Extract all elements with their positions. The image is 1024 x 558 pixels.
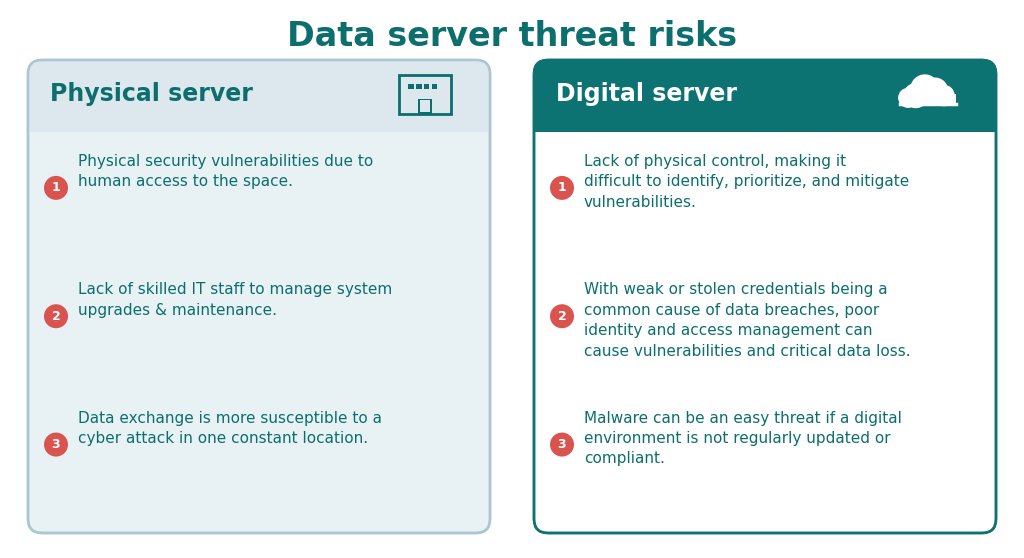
Text: 1: 1 xyxy=(51,181,60,194)
Text: Physical server: Physical server xyxy=(50,82,253,106)
Text: 2: 2 xyxy=(558,310,566,323)
Circle shape xyxy=(550,432,574,456)
Circle shape xyxy=(550,304,574,328)
Text: Physical security vulnerabilities due to
human access to the space.: Physical security vulnerabilities due to… xyxy=(78,154,374,189)
Text: Lack of skilled IT staff to manage system
upgrades & maintenance.: Lack of skilled IT staff to manage syste… xyxy=(78,282,392,318)
Circle shape xyxy=(935,86,953,104)
Text: 3: 3 xyxy=(51,438,60,451)
Text: Digital server: Digital server xyxy=(556,82,737,106)
Text: Data server threat risks: Data server threat risks xyxy=(287,20,737,53)
Bar xyxy=(418,99,432,113)
FancyBboxPatch shape xyxy=(28,60,490,533)
Bar xyxy=(424,84,429,89)
Circle shape xyxy=(550,176,574,200)
Text: 2: 2 xyxy=(51,310,60,323)
Circle shape xyxy=(905,85,927,107)
Bar xyxy=(900,94,956,104)
FancyBboxPatch shape xyxy=(534,60,996,132)
Text: Lack of physical control, making it
difficult to identify, prioritize, and mitig: Lack of physical control, making it diff… xyxy=(584,154,909,210)
Text: Malware can be an easy threat if a digital
environment is not regularly updated : Malware can be an easy threat if a digit… xyxy=(584,411,902,466)
Bar xyxy=(431,84,437,89)
Bar xyxy=(416,84,422,89)
Text: 3: 3 xyxy=(558,438,566,451)
Bar xyxy=(399,75,451,113)
Bar xyxy=(29,94,489,132)
Circle shape xyxy=(44,304,68,328)
Bar xyxy=(409,84,414,89)
FancyBboxPatch shape xyxy=(28,60,490,132)
Circle shape xyxy=(44,432,68,456)
Bar xyxy=(535,94,995,132)
Circle shape xyxy=(912,76,938,102)
Circle shape xyxy=(900,89,916,106)
Circle shape xyxy=(44,176,68,200)
Bar xyxy=(420,100,430,113)
FancyBboxPatch shape xyxy=(534,60,996,533)
Text: 1: 1 xyxy=(558,181,566,194)
Text: With weak or stolen credentials being a
common cause of data breaches, poor
iden: With weak or stolen credentials being a … xyxy=(584,282,910,358)
Circle shape xyxy=(924,79,946,102)
Text: Data exchange is more susceptible to a
cyber attack in one constant location.: Data exchange is more susceptible to a c… xyxy=(78,411,382,446)
